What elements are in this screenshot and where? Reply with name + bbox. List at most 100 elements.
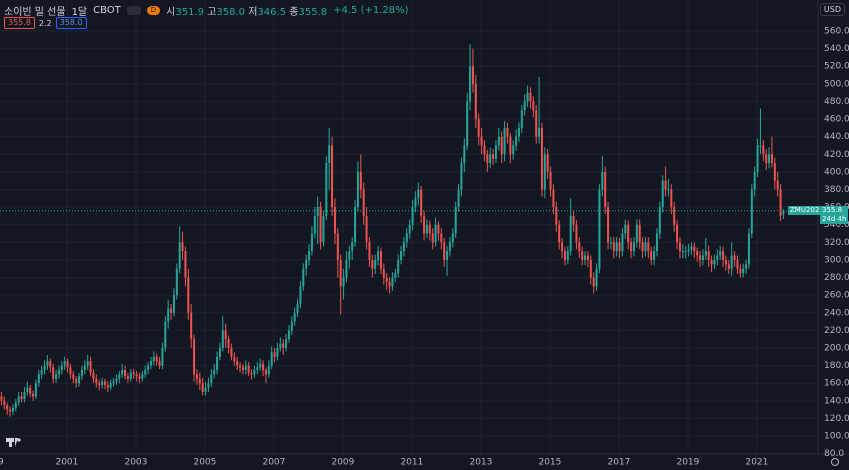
candle-body bbox=[172, 295, 175, 313]
candle-body bbox=[333, 207, 336, 234]
y-tick-label: 160.0 bbox=[824, 379, 849, 389]
candle-body bbox=[365, 215, 368, 243]
candle-body bbox=[425, 224, 428, 234]
x-tick-label: 2015 bbox=[538, 458, 561, 468]
candle-body bbox=[290, 321, 293, 331]
candle-body bbox=[532, 101, 535, 111]
candle-body bbox=[549, 171, 552, 190]
candle-body bbox=[581, 251, 584, 260]
candle-body bbox=[141, 374, 144, 379]
legend-header: 소이빈 밀 선물 1달 CBOT D 시351.9 고358.0 저346.5 … bbox=[4, 3, 409, 18]
candle-body bbox=[201, 383, 204, 393]
candle-body bbox=[658, 207, 661, 234]
candle-body bbox=[644, 242, 647, 252]
candle-body bbox=[0, 396, 3, 401]
candle-body bbox=[469, 66, 472, 102]
candle-body bbox=[253, 369, 256, 375]
candle-body bbox=[578, 242, 581, 252]
candle-body bbox=[138, 376, 141, 379]
interval: 1달 bbox=[71, 7, 88, 18]
candle-body bbox=[66, 361, 69, 368]
y-tick-label: 520.0 bbox=[824, 62, 849, 72]
y-tick-label: 280.0 bbox=[824, 273, 849, 283]
candle-body bbox=[707, 251, 710, 260]
candle-body bbox=[420, 189, 423, 216]
ohlc-values: 시351.9 고358.0 저346.5 종355.8 bbox=[166, 3, 327, 18]
y-tick-label: 500.0 bbox=[824, 79, 849, 89]
candle-body bbox=[641, 242, 644, 252]
x-tick-label: 2001 bbox=[55, 458, 78, 468]
x-tick-label: 2019 bbox=[676, 458, 699, 468]
candle-body bbox=[259, 363, 262, 368]
candle-body bbox=[405, 233, 408, 243]
candle-body bbox=[193, 339, 196, 375]
candle-body bbox=[302, 268, 305, 287]
candle-body bbox=[443, 242, 446, 260]
candle-body bbox=[308, 251, 311, 260]
candle-body bbox=[49, 361, 52, 368]
settings-icon[interactable] bbox=[831, 458, 839, 466]
last-price: 355.8 bbox=[822, 205, 843, 214]
x-tick-label: 2021 bbox=[745, 458, 768, 468]
candle-body bbox=[164, 321, 167, 348]
candle-body bbox=[497, 136, 500, 146]
visibility-toggle[interactable] bbox=[126, 6, 141, 15]
candle-body bbox=[230, 347, 233, 357]
candle-body bbox=[204, 387, 207, 393]
candle-body bbox=[750, 189, 753, 234]
candle-body bbox=[417, 189, 420, 199]
candle-body bbox=[391, 277, 394, 287]
candle-body bbox=[451, 233, 454, 243]
currency-select[interactable]: USD bbox=[819, 3, 845, 16]
candle-body bbox=[592, 277, 595, 287]
candle-body bbox=[339, 259, 342, 287]
plot bbox=[0, 0, 818, 455]
candle-body bbox=[377, 251, 380, 260]
candle-body bbox=[126, 376, 129, 379]
candle-body bbox=[207, 383, 210, 388]
candle-body bbox=[719, 251, 722, 256]
x-tick-label: 99 bbox=[0, 458, 4, 468]
candle-body bbox=[615, 242, 618, 252]
candle-body bbox=[11, 407, 14, 412]
candle-body bbox=[328, 145, 331, 164]
candle-body bbox=[400, 251, 403, 260]
candle-body bbox=[213, 369, 216, 375]
tv-logo bbox=[6, 438, 21, 447]
candle-body bbox=[152, 356, 155, 362]
candle-body bbox=[241, 367, 244, 370]
candle-body bbox=[299, 286, 302, 304]
y-tick-label: 540.0 bbox=[824, 44, 849, 54]
candle-body bbox=[394, 273, 397, 278]
candle-body bbox=[635, 224, 638, 243]
candle-body bbox=[696, 251, 699, 256]
candle-body bbox=[233, 356, 236, 362]
ohlc-value: 358.0 bbox=[216, 7, 246, 18]
candle-body bbox=[397, 259, 400, 274]
candle-body bbox=[20, 396, 23, 400]
candle-body bbox=[471, 66, 474, 84]
candle-body bbox=[135, 374, 138, 377]
candle-body bbox=[655, 233, 658, 252]
candle-body bbox=[345, 259, 348, 278]
candle-body bbox=[262, 363, 265, 370]
candle-body bbox=[676, 224, 679, 243]
candle-body bbox=[57, 369, 60, 375]
candle-body bbox=[336, 233, 339, 260]
candle-body bbox=[563, 251, 566, 260]
candle-body bbox=[144, 369, 147, 375]
candle-body bbox=[762, 145, 765, 155]
candle-body bbox=[158, 361, 161, 366]
candle-body bbox=[509, 136, 512, 155]
candle-body bbox=[86, 361, 89, 366]
candle-body bbox=[187, 277, 190, 313]
candle-body bbox=[768, 154, 771, 164]
candle-body bbox=[198, 378, 201, 384]
candle-body bbox=[414, 198, 417, 208]
ohlc-value: 351.9 bbox=[175, 7, 205, 18]
candle-body bbox=[486, 154, 489, 164]
indicators: 355.8 2.2 358.0 bbox=[4, 17, 87, 29]
candle-body bbox=[132, 372, 135, 375]
candle-body bbox=[466, 101, 469, 146]
candle-body bbox=[3, 400, 6, 406]
